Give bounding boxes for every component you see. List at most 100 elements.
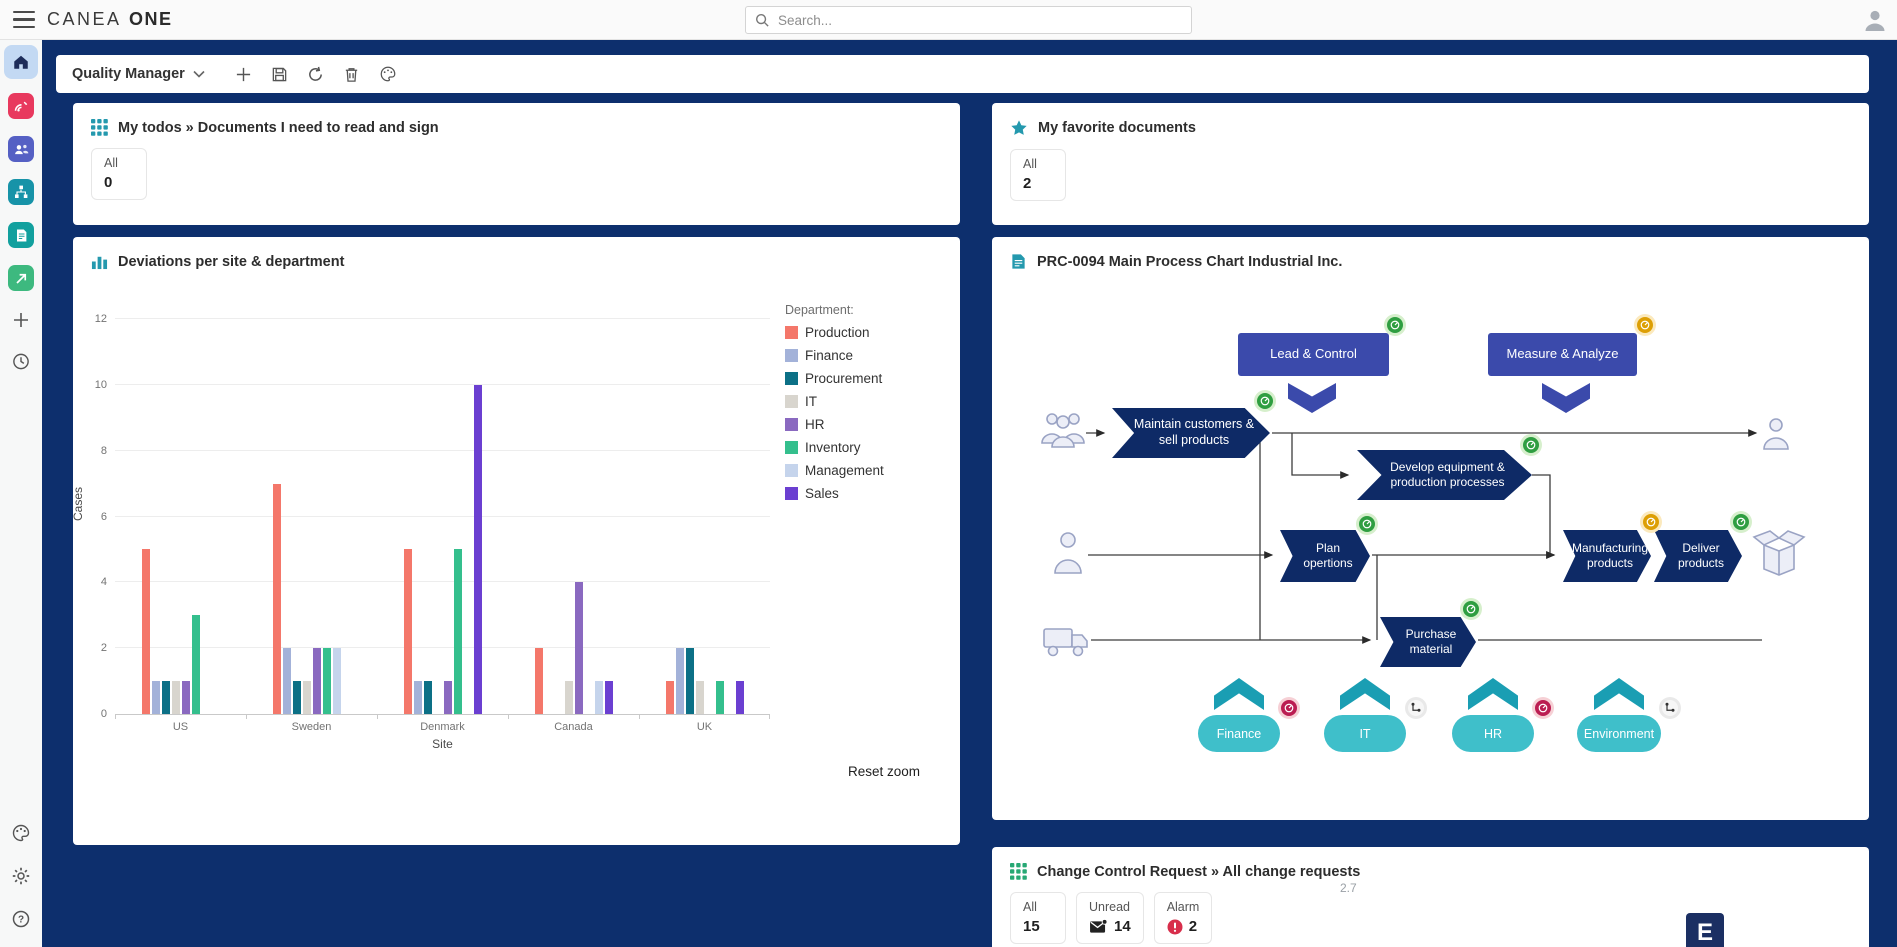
process-node-purchase-material[interactable]: Purchase material	[1380, 617, 1476, 667]
truck-icon	[1042, 623, 1090, 664]
bar-group-us	[115, 320, 246, 714]
legend-item-procurement[interactable]: Procurement	[785, 371, 884, 386]
status-warning-badge[interactable]	[1640, 511, 1662, 533]
add-widget-button[interactable]	[233, 63, 255, 85]
gridline	[115, 318, 770, 319]
y-tick-label: 4	[100, 576, 107, 589]
favorites-all-card[interactable]: All 2	[1010, 149, 1066, 201]
process-node-manufacturing[interactable]: Manufacturing products	[1563, 530, 1651, 582]
gear-icon	[12, 867, 30, 885]
bar-sales-denmark	[473, 384, 482, 714]
legend-title: Department:	[785, 303, 854, 317]
refresh-button[interactable]	[305, 63, 327, 85]
widget-title: My todos » Documents I need to read and …	[118, 119, 439, 136]
sidebar-item-home[interactable]	[4, 45, 38, 79]
status-warning-badge[interactable]	[1634, 314, 1656, 336]
card-label: All	[1023, 157, 1037, 171]
sidebar-settings-button[interactable]	[11, 866, 31, 886]
status-ok-badge[interactable]	[1460, 598, 1482, 620]
pill-label: Environment	[1583, 726, 1655, 741]
theme-button[interactable]	[377, 63, 399, 85]
process-node-deliver[interactable]: Deliver products	[1654, 530, 1742, 582]
sidebar-item-export[interactable]	[8, 265, 34, 291]
process-node-maintain-customers[interactable]: Maintain customers & sell products	[1112, 408, 1270, 458]
process-pill-it[interactable]: IT	[1324, 715, 1406, 752]
legend-item-it[interactable]: IT	[785, 394, 884, 409]
legend-item-production[interactable]: Production	[785, 325, 884, 340]
bar-it-sweden	[302, 681, 311, 714]
legend-label: Production	[805, 325, 870, 340]
sidebar-add-button[interactable]	[11, 310, 31, 330]
widget-title: My favorite documents	[1038, 120, 1196, 136]
process-node-develop-equipment[interactable]: Develop equipment & production processes	[1357, 450, 1532, 500]
process-pill-environment[interactable]: Environment	[1577, 715, 1661, 752]
status-ok-badge[interactable]	[1384, 314, 1406, 336]
widget-title: Change Control Request » All change requ…	[1037, 863, 1361, 880]
legend-item-hr[interactable]: HR	[785, 417, 884, 432]
status-ok-badge[interactable]	[1356, 513, 1378, 535]
x-tick-label: UK	[696, 721, 713, 733]
refresh-icon	[309, 66, 323, 81]
process-pill-hr[interactable]: HR	[1452, 715, 1534, 752]
status-ok-badge[interactable]	[1730, 511, 1752, 533]
trash-icon	[346, 67, 358, 82]
customers-group-icon	[1040, 409, 1086, 456]
sidebar: ?	[0, 40, 42, 947]
change-unread-card[interactable]: Unread 14	[1076, 892, 1144, 944]
bar-it-uk	[695, 681, 704, 714]
status-alert-badge[interactable]	[1532, 697, 1554, 719]
node-label: Manufacturing products	[1571, 541, 1649, 570]
process-node-plan-operations[interactable]: Plan opertions	[1280, 530, 1370, 582]
sidebar-help-button[interactable]: ?	[11, 909, 31, 929]
search-input[interactable]	[778, 12, 1182, 28]
radar-icon	[14, 101, 27, 112]
customer-icon	[1762, 417, 1790, 456]
process-chart-canvas: Lead & Control Measure & Analyze Maintai…	[992, 237, 1869, 820]
status-ok-badge[interactable]	[1254, 390, 1276, 412]
sidebar-item-monitoring[interactable]	[8, 93, 34, 119]
change-all-card[interactable]: All 15	[1010, 892, 1066, 944]
reset-zoom-button[interactable]: Reset zoom	[847, 764, 920, 779]
gridline	[115, 449, 770, 451]
status-ok-badge[interactable]	[1520, 434, 1542, 456]
top-bar: CANEA ONE	[0, 0, 1897, 40]
process-node-lead-control[interactable]: Lead & Control	[1238, 333, 1389, 376]
sidebar-item-process[interactable]	[8, 179, 34, 205]
node-label: Purchase material	[1405, 627, 1457, 656]
change-alarm-card[interactable]: Alarm 2	[1153, 892, 1213, 944]
bar-finance-denmark	[413, 681, 422, 714]
bar-hr-denmark	[443, 681, 452, 714]
pill-label: Finance	[1216, 726, 1262, 741]
sidebar-item-people[interactable]	[8, 136, 34, 162]
bar-finance-us	[151, 681, 160, 714]
delete-dashboard-button[interactable]	[341, 63, 363, 85]
bar-group-canada	[508, 320, 639, 714]
user-avatar[interactable]	[1862, 7, 1888, 33]
legend-item-management[interactable]: Management	[785, 463, 884, 478]
process-node-measure-analyze[interactable]: Measure & Analyze	[1488, 333, 1637, 376]
status-alert-badge[interactable]	[1278, 697, 1300, 719]
subprocess-link-badge[interactable]	[1405, 697, 1427, 719]
sidebar-history-button[interactable]	[12, 352, 31, 371]
legend-swatch	[785, 326, 798, 339]
legend-item-inventory[interactable]: Inventory	[785, 440, 884, 455]
sidebar-theme-button[interactable]	[11, 823, 31, 843]
legend-label: Inventory	[805, 440, 861, 455]
process-document-icon	[1012, 254, 1025, 269]
bar-sales-canada	[604, 681, 613, 714]
process-pill-finance[interactable]: Finance	[1198, 715, 1280, 752]
todos-all-card[interactable]: All 0	[91, 148, 147, 200]
legend-swatch	[785, 372, 798, 385]
save-dashboard-button[interactable]	[269, 63, 291, 85]
bar-inventory-uk	[715, 681, 724, 714]
hamburger-menu-icon[interactable]	[13, 11, 35, 28]
subprocess-link-badge[interactable]	[1659, 697, 1681, 719]
sidebar-item-documents[interactable]	[8, 222, 34, 248]
legend-item-finance[interactable]: Finance	[785, 348, 884, 363]
dashboard-selector[interactable]: Quality Manager	[72, 66, 205, 82]
card-value: 0	[104, 174, 113, 191]
legend-item-sales[interactable]: Sales	[785, 486, 884, 501]
gridline	[115, 581, 770, 583]
process-connectors	[1086, 429, 1762, 644]
global-search[interactable]	[745, 6, 1192, 34]
